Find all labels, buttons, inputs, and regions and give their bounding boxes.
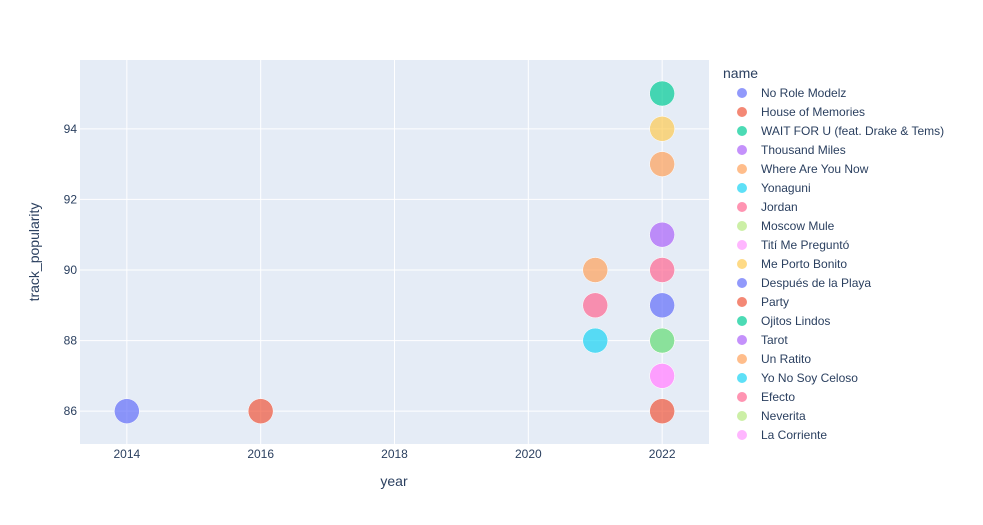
legend-item[interactable]: Después de la Playa bbox=[737, 276, 871, 290]
legend-label: Un Ratito bbox=[761, 352, 811, 366]
legend-title: name bbox=[723, 65, 758, 81]
x-tick-label: 2018 bbox=[381, 447, 408, 461]
legend-swatch bbox=[737, 145, 747, 155]
scatter-point bbox=[649, 292, 675, 319]
legend-swatch bbox=[737, 202, 747, 212]
legend-swatch bbox=[737, 183, 747, 193]
legend-item[interactable]: Tarot bbox=[737, 333, 788, 347]
legend: name No Role Modelz House of Memories WAIT… bbox=[723, 65, 944, 442]
legend-label: Tití Me Preguntó bbox=[761, 238, 850, 252]
legend-item[interactable]: Efecto bbox=[737, 390, 795, 404]
scatter-point bbox=[114, 398, 140, 424]
legend-item[interactable]: Yonaguni bbox=[737, 181, 811, 195]
legend-item[interactable]: Tití Me Preguntó bbox=[737, 238, 850, 252]
scatter-point bbox=[582, 257, 608, 283]
legend-item[interactable]: Moscow Mule bbox=[737, 219, 835, 233]
legend-swatch bbox=[737, 316, 747, 326]
legend-label: Ojitos Lindos bbox=[761, 314, 830, 328]
scatter-point bbox=[247, 398, 274, 424]
legend-item[interactable]: No Role Modelz bbox=[737, 86, 846, 100]
legend-item[interactable]: Me Porto Bonito bbox=[737, 257, 847, 271]
scatter-point bbox=[649, 221, 675, 248]
legend-swatch bbox=[737, 88, 747, 98]
legend-swatch bbox=[737, 221, 747, 231]
legend-item[interactable]: Thousand Miles bbox=[737, 143, 846, 157]
legend-label: Yo No Soy Celoso bbox=[761, 371, 858, 385]
legend-swatch bbox=[737, 278, 747, 288]
legend-swatch bbox=[737, 107, 747, 117]
legend-label: WAIT FOR U (feat. Drake & Tems) bbox=[761, 124, 944, 138]
legend-swatch bbox=[737, 373, 747, 383]
legend-swatch bbox=[737, 354, 747, 364]
legend-items: No Role Modelz House of Memories WAIT FOR … bbox=[737, 86, 944, 442]
legend-label: Party bbox=[761, 295, 789, 309]
legend-label: La Corriente bbox=[761, 428, 827, 442]
x-tick-labels: 2014 2016 2018 2020 2022 bbox=[113, 447, 675, 461]
y-tick-label: 88 bbox=[64, 334, 78, 348]
legend-swatch bbox=[737, 430, 747, 440]
legend-label: No Role Modelz bbox=[761, 86, 846, 100]
legend-label: Neverita bbox=[761, 409, 806, 423]
scatter-point bbox=[582, 292, 608, 319]
legend-item[interactable]: Ojitos Lindos bbox=[737, 314, 830, 328]
y-tick-label: 86 bbox=[64, 404, 78, 418]
legend-swatch bbox=[737, 126, 747, 136]
legend-item[interactable]: Un Ratito bbox=[737, 352, 811, 366]
scatter-point bbox=[649, 257, 675, 283]
legend-swatch bbox=[737, 297, 747, 307]
legend-label: Where Are You Now bbox=[761, 162, 869, 176]
legend-label: House of Memories bbox=[761, 105, 865, 119]
legend-label: Thousand Miles bbox=[761, 143, 846, 157]
y-axis-label: track_popularity bbox=[26, 203, 42, 302]
x-tick-label: 2022 bbox=[649, 447, 676, 461]
legend-item[interactable]: La Corriente bbox=[737, 428, 827, 442]
legend-swatch bbox=[737, 240, 747, 250]
legend-label: Tarot bbox=[761, 333, 788, 347]
y-tick-label: 92 bbox=[64, 192, 78, 206]
legend-label: Moscow Mule bbox=[761, 219, 835, 233]
scatter-point bbox=[649, 80, 675, 107]
x-axis-label: year bbox=[380, 473, 408, 489]
y-tick-labels: 86 88 90 92 94 bbox=[64, 122, 78, 418]
legend-item[interactable]: Jordan bbox=[737, 200, 798, 214]
legend-item[interactable]: WAIT FOR U (feat. Drake & Tems) bbox=[737, 124, 944, 138]
y-tick-label: 90 bbox=[64, 263, 78, 277]
legend-item[interactable]: House of Memories bbox=[737, 105, 865, 119]
legend-item[interactable]: Yo No Soy Celoso bbox=[737, 371, 858, 385]
scatter-point bbox=[582, 327, 608, 354]
legend-label: Efecto bbox=[761, 390, 795, 404]
legend-label: Después de la Playa bbox=[761, 276, 871, 290]
legend-swatch bbox=[737, 335, 747, 345]
scatter-point bbox=[649, 363, 675, 389]
legend-label: Me Porto Bonito bbox=[761, 257, 847, 271]
x-tick-label: 2014 bbox=[113, 447, 140, 461]
y-tick-label: 94 bbox=[64, 122, 78, 136]
legend-swatch bbox=[737, 411, 747, 421]
legend-swatch bbox=[737, 164, 747, 174]
scatter-point bbox=[649, 327, 675, 354]
legend-label: Yonaguni bbox=[761, 181, 811, 195]
legend-item[interactable]: Neverita bbox=[737, 409, 806, 423]
x-tick-label: 2020 bbox=[515, 447, 542, 461]
legend-swatch bbox=[737, 259, 747, 269]
data-markers bbox=[114, 80, 675, 424]
legend-item[interactable]: Party bbox=[737, 295, 789, 309]
scatter-point bbox=[649, 398, 675, 424]
scatter-point bbox=[649, 116, 675, 142]
x-tick-label: 2016 bbox=[247, 447, 274, 461]
legend-swatch bbox=[737, 392, 747, 402]
scatter-point bbox=[649, 151, 675, 177]
legend-label: Jordan bbox=[761, 200, 798, 214]
legend-item[interactable]: Where Are You Now bbox=[737, 162, 869, 176]
